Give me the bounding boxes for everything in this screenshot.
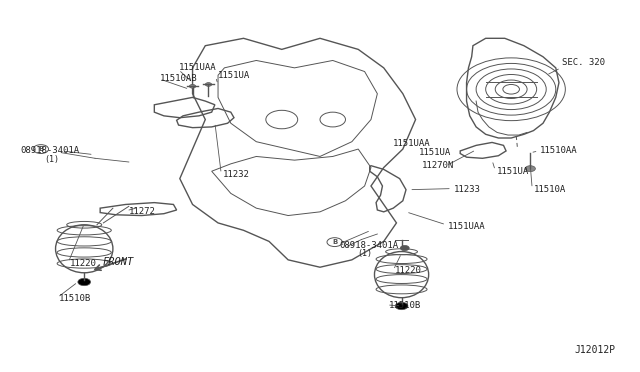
Text: 11272: 11272 (129, 207, 156, 217)
Text: (1): (1) (45, 155, 60, 164)
Text: (1): (1) (357, 249, 372, 258)
Circle shape (400, 246, 409, 251)
Text: 08918-3401A: 08918-3401A (339, 241, 398, 250)
Text: 1151UAA: 1151UAA (179, 62, 216, 72)
Text: 1151UA: 1151UA (419, 148, 451, 157)
Text: FRONT: FRONT (102, 257, 133, 267)
Text: 1151UAA: 1151UAA (394, 139, 431, 148)
Text: 11510AA: 11510AA (540, 147, 577, 155)
Text: 11220: 11220 (395, 266, 422, 275)
Text: 11270N: 11270N (422, 161, 454, 170)
Text: 11510B: 11510B (59, 294, 91, 303)
Text: J12012P: J12012P (575, 345, 616, 355)
Text: 1151UA: 1151UA (497, 167, 529, 176)
Text: SEC. 320: SEC. 320 (562, 58, 605, 67)
Text: 11232: 11232 (223, 170, 250, 179)
Text: B: B (332, 239, 337, 245)
Text: 1151UAA: 1151UAA (447, 222, 485, 231)
Circle shape (78, 278, 91, 286)
Circle shape (525, 166, 536, 171)
Text: 1151UA: 1151UA (218, 71, 250, 80)
Text: B: B (38, 146, 44, 152)
Circle shape (205, 83, 212, 86)
Text: 11220: 11220 (70, 259, 97, 268)
Text: 11510B: 11510B (389, 301, 421, 311)
Circle shape (189, 84, 196, 88)
Text: 11510A: 11510A (534, 185, 566, 194)
Text: 08918-3401A: 08918-3401A (20, 147, 79, 155)
Text: 11233: 11233 (454, 185, 481, 194)
Circle shape (395, 302, 408, 310)
Text: 11510AB: 11510AB (159, 74, 197, 83)
